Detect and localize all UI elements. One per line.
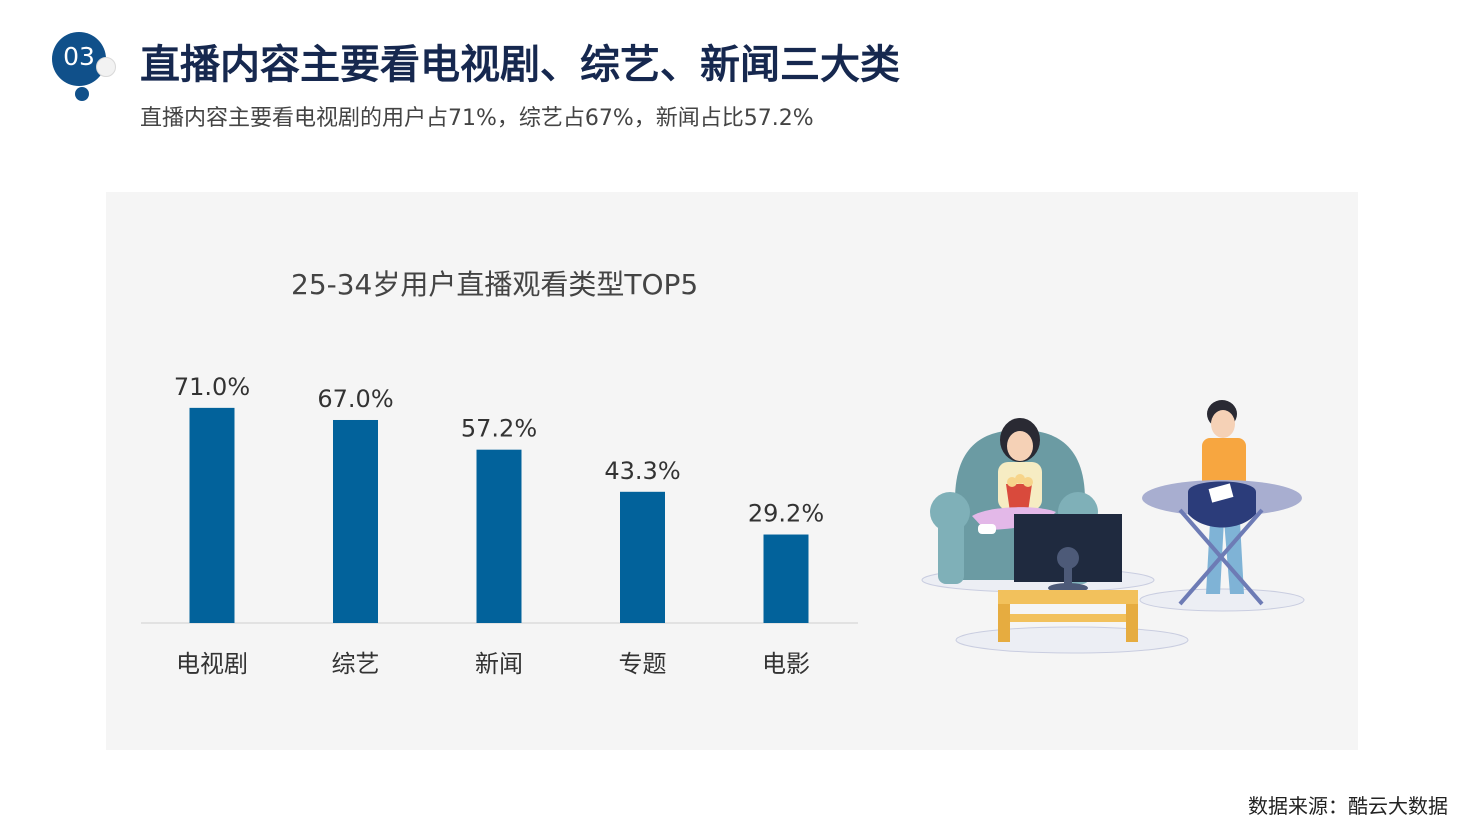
data-label-2: 67.0%: [317, 385, 393, 413]
chart-panel: 25-34岁用户直播观看类型TOP5 71.0% 电视剧 67.0% 综艺 57.2% 新闻…: [106, 192, 1358, 750]
data-label-4: 43.3%: [604, 457, 680, 485]
bar-3: [476, 449, 522, 623]
category-label-2: 综艺: [332, 650, 380, 678]
page-subtitle: 直播内容主要看电视剧的用户占71%，综艺占67%，新闻占比57.2%: [140, 106, 814, 131]
page-title: 直播内容主要看电视剧、综艺、新闻三大类: [140, 42, 900, 88]
category-label-4: 专题: [619, 650, 667, 678]
category-label-5: 电影: [762, 650, 810, 678]
bar-1: [189, 407, 235, 623]
badge-decoration-small-dot: [75, 87, 89, 101]
bar-5: [763, 534, 809, 623]
bar-2: [333, 419, 378, 623]
chart-title: 25-34岁用户直播观看类型TOP5: [291, 268, 698, 301]
data-label-5: 29.2%: [748, 500, 824, 528]
section-number-badge: 03: [52, 32, 106, 86]
bar-4: [620, 491, 665, 623]
data-source: 数据来源：酷云大数据: [1248, 794, 1448, 818]
living-room-illustration: [921, 400, 1305, 654]
badge-decoration-dot: [96, 57, 116, 77]
category-label-1: 电视剧: [176, 650, 248, 678]
data-label-3: 57.2%: [461, 415, 537, 443]
data-label-1: 71.0%: [174, 373, 250, 401]
bar-chart: 25-34岁用户直播观看类型TOP5 71.0% 电视剧 67.0% 综艺 57.2% 新闻…: [141, 268, 858, 678]
category-label-3: 新闻: [475, 650, 523, 678]
